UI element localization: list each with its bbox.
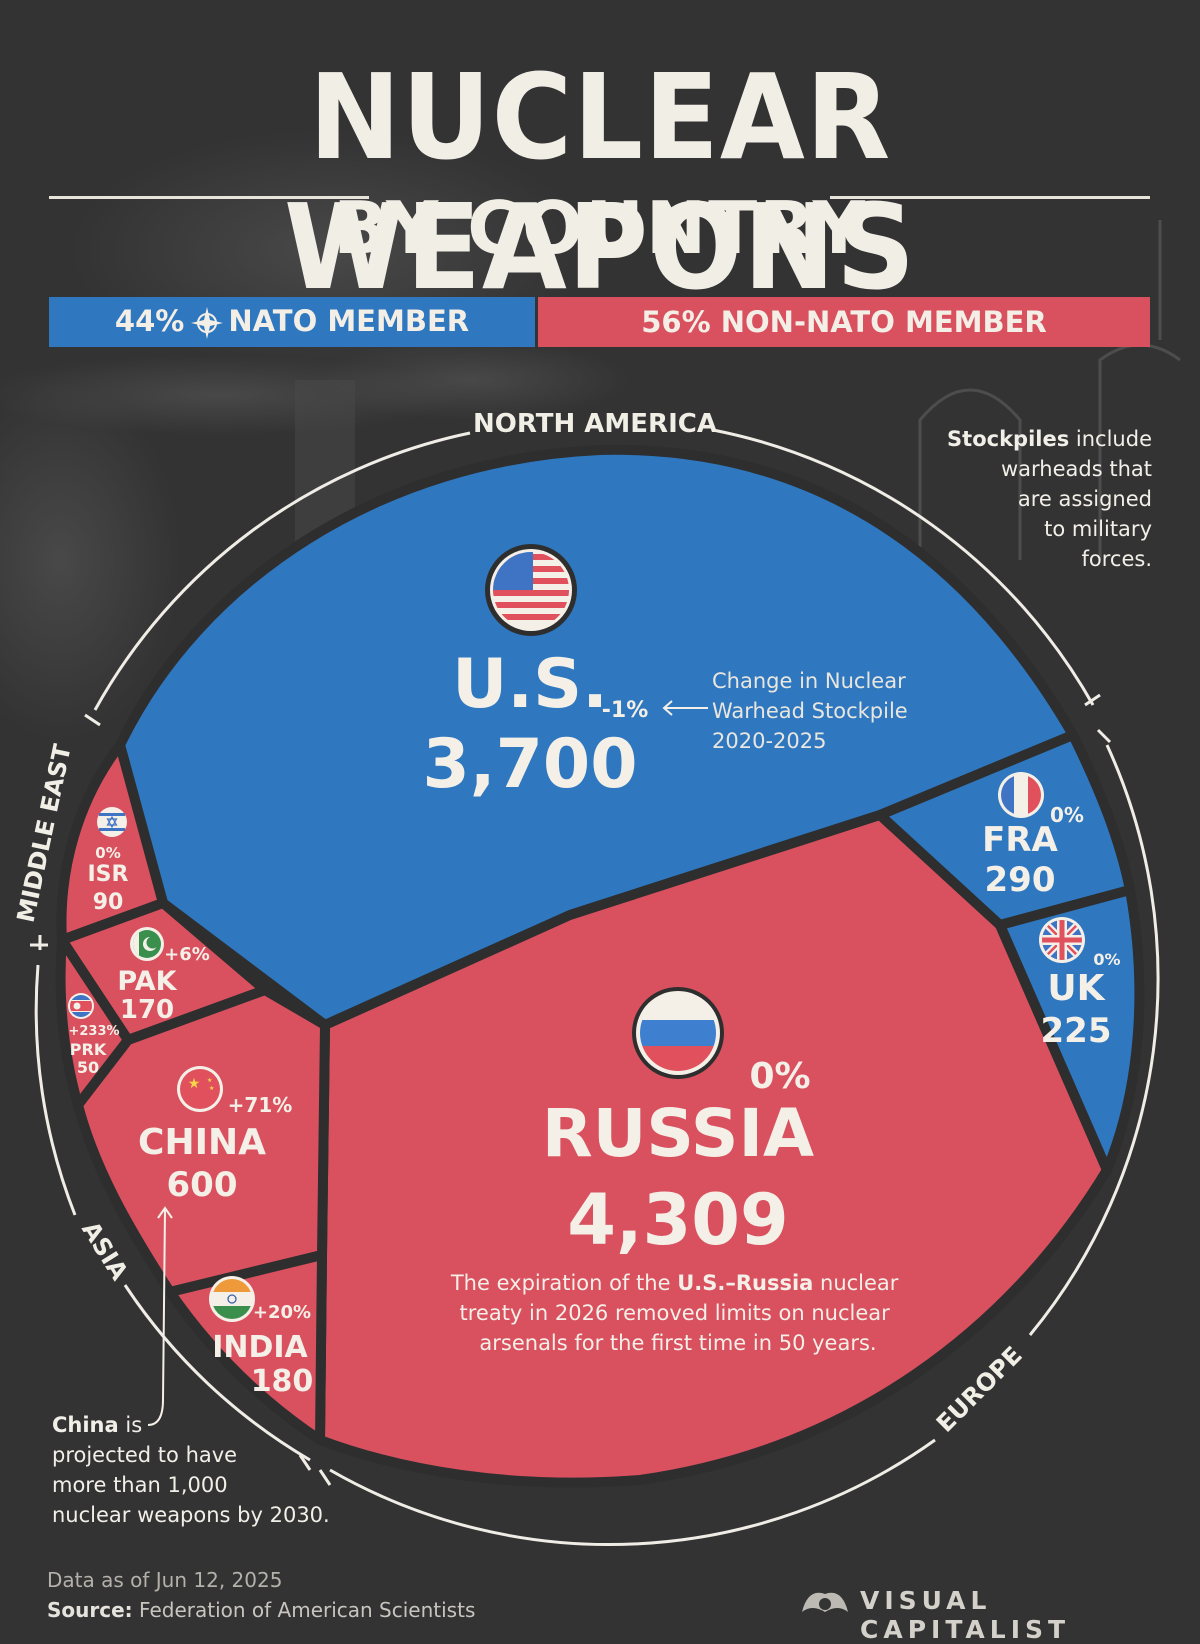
- country-change-india: +20%: [253, 1302, 311, 1323]
- china-note: China is projected to have more than 1,0…: [52, 1410, 352, 1530]
- country-change-prk: +233%: [68, 1024, 119, 1039]
- brand-name: VISUAL CAPITALIST: [860, 1586, 1200, 1644]
- country-change-russia: 0%: [749, 1056, 810, 1097]
- country-value-fra: 290: [985, 860, 1056, 900]
- country-name-china: CHINA: [138, 1122, 266, 1163]
- country-name-pak: PAK: [117, 966, 177, 997]
- china-flag-icon: ★ ★ ★: [177, 1066, 223, 1112]
- country-name-russia: RUSSIA: [542, 1095, 814, 1172]
- country-name-india: INDIA: [212, 1330, 308, 1365]
- russia-flag-icon: [632, 987, 724, 1079]
- israel-flag-icon: [97, 807, 127, 837]
- north-korea-flag-icon: [68, 993, 94, 1019]
- country-name-prk: PRK: [70, 1040, 107, 1059]
- country-value-uk: 225: [1041, 1011, 1112, 1051]
- country-name-isr: ISR: [88, 862, 129, 887]
- data-date: Data as of Jun 12, 2025: [47, 1568, 282, 1592]
- country-name-uk: UK: [1047, 968, 1105, 1009]
- country-value-india: 180: [251, 1364, 314, 1399]
- region-label-north-america: NORTH AMERICA: [473, 409, 717, 439]
- source-line: Source: Federation of American Scientist…: [47, 1598, 475, 1622]
- uk-flag-icon: [1039, 917, 1085, 963]
- pakistan-flag-icon: [130, 927, 164, 961]
- visual-capitalist-logo-icon: [798, 1582, 852, 1622]
- country-change-isr: 0%: [95, 844, 120, 862]
- country-name-us: U.S.: [452, 645, 608, 724]
- country-value-pak: 170: [120, 995, 174, 1025]
- country-name-fra: FRA: [982, 820, 1058, 860]
- country-value-us: 3,700: [422, 725, 637, 804]
- india-flag-icon: [209, 1276, 255, 1322]
- france-flag-icon: [998, 772, 1044, 818]
- country-value-prk: 50: [77, 1058, 99, 1077]
- country-change-uk: 0%: [1093, 950, 1120, 969]
- stockpiles-note: Stockpiles include warheads that are ass…: [892, 424, 1152, 574]
- country-change-us: -1%: [602, 698, 648, 723]
- voronoi-cells: [61, 450, 1140, 1483]
- country-change-pak: +6%: [164, 944, 210, 965]
- svg-text:★: ★: [188, 1076, 201, 1092]
- treaty-note: The expiration of the U.S.–Russia nuclea…: [450, 1271, 905, 1355]
- country-change-fra: 0%: [1050, 803, 1084, 827]
- usa-flag-icon: [485, 544, 577, 636]
- country-value-isr: 90: [93, 890, 124, 915]
- svg-text:★: ★: [209, 1085, 214, 1092]
- country-value-russia: 4,309: [567, 1179, 788, 1261]
- country-change-china: +71%: [228, 1093, 293, 1117]
- country-value-china: 600: [167, 1165, 238, 1205]
- svg-text:★: ★: [207, 1077, 212, 1084]
